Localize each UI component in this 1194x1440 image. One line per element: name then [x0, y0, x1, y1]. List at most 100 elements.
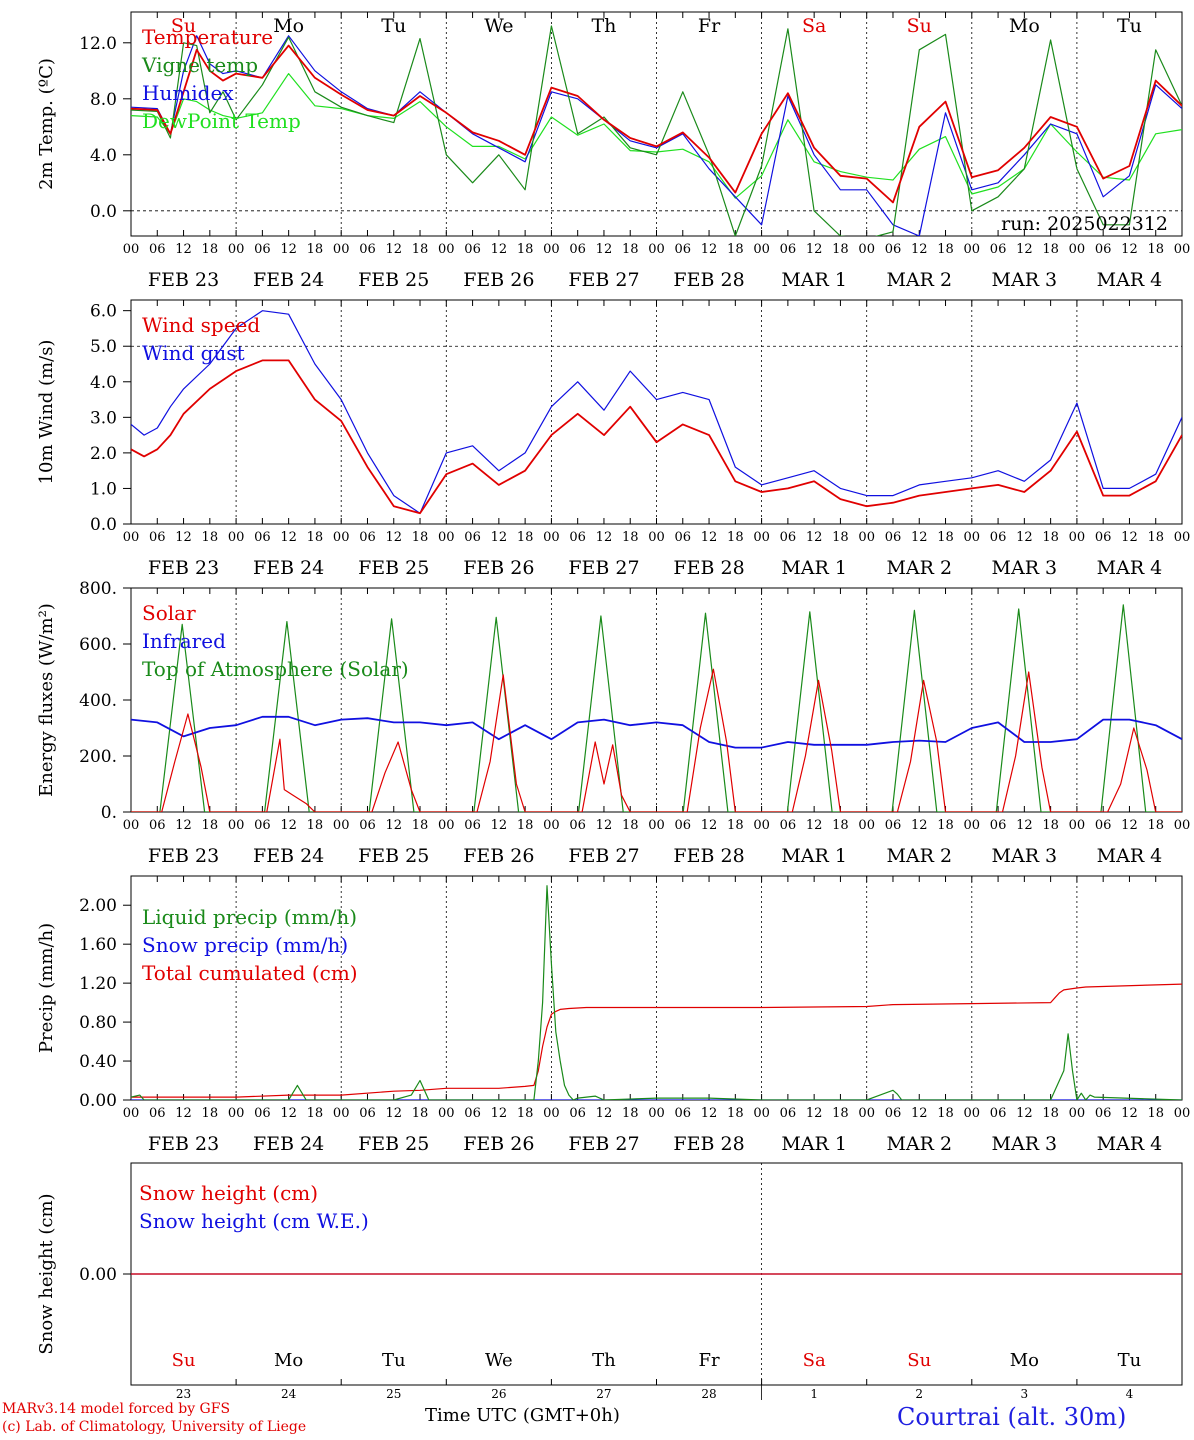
day-label: FEB 25	[358, 845, 429, 867]
hour-tick-label: 06	[149, 1106, 166, 1121]
hour-tick-label: 18	[622, 818, 639, 833]
hour-tick-label: 06	[569, 530, 586, 545]
y-tick-label: 4.0	[90, 373, 117, 393]
day-label: MAR 3	[992, 845, 1058, 867]
legend-entry: Temperature	[142, 25, 273, 49]
hour-tick-label: 18	[1147, 530, 1164, 545]
hour-tick-label: 00	[648, 1106, 665, 1121]
credit-line: (c) Lab. of Climatology, University of L…	[2, 1419, 307, 1435]
y-tick-label: 0.00	[79, 1091, 117, 1111]
day-label: FEB 24	[253, 1133, 324, 1155]
day-label: MAR 3	[992, 269, 1058, 291]
hour-tick-label: 06	[675, 1106, 692, 1121]
hour-tick-label: 06	[569, 1106, 586, 1121]
legend-entry: Wind speed	[142, 313, 260, 337]
legend-entry: Snow height (cm W.E.)	[139, 1209, 369, 1233]
day-label: MAR 2	[886, 845, 952, 867]
hour-tick-label: 00	[648, 242, 665, 257]
y-tick-label: 1.0	[90, 479, 117, 499]
hour-tick-label: 00	[1174, 530, 1191, 545]
day-label: FEB 25	[358, 557, 429, 579]
y-tick-label: 5.0	[90, 337, 117, 357]
hour-tick-label: 00	[438, 530, 455, 545]
y-tick-label: 0.0	[90, 202, 117, 222]
hour-tick-label: 18	[832, 818, 849, 833]
hour-tick-label: 12	[701, 1106, 718, 1121]
hour-tick-label: 12	[491, 818, 508, 833]
hour-tick-label: 12	[1121, 242, 1138, 257]
y-tick-label: 2.0	[90, 444, 117, 464]
y-axis-label-snow: Snow height (cm)	[36, 1193, 57, 1354]
series-line-wind-speed	[131, 359, 1182, 515]
hour-tick-label: 18	[517, 1106, 534, 1121]
y-tick-label: 200.	[79, 747, 117, 767]
series-line-solar	[131, 668, 1182, 812]
hour-tick-label: 18	[937, 1106, 954, 1121]
hour-tick-label: 00	[228, 242, 245, 257]
hour-tick-label: 12	[911, 242, 928, 257]
weekday-label: Sa	[802, 15, 826, 37]
hour-tick-label: 00	[438, 242, 455, 257]
day-label: MAR 1	[781, 269, 847, 291]
hour-tick-label: 12	[1016, 242, 1033, 257]
hour-tick-label: 00	[1069, 1106, 1086, 1121]
day-label: MAR 1	[781, 1133, 847, 1155]
hour-tick-label: 00	[964, 818, 981, 833]
hour-tick-label: 06	[254, 530, 271, 545]
hour-tick-label: 12	[280, 1106, 297, 1121]
hour-tick-label: 12	[1016, 530, 1033, 545]
hour-tick-label: 12	[596, 818, 613, 833]
y-tick-label: 0.	[101, 803, 117, 823]
weekday-label: We	[485, 1350, 513, 1371]
hour-tick-label: 00	[228, 818, 245, 833]
weekday-label: Th	[592, 1350, 616, 1371]
hour-tick-label: 00	[438, 818, 455, 833]
day-label: FEB 28	[673, 269, 744, 291]
hour-tick-label: 06	[780, 530, 797, 545]
hour-tick-label: 12	[596, 1106, 613, 1121]
hour-tick-label: 12	[385, 242, 402, 257]
hour-tick-label: 00	[648, 818, 665, 833]
hour-tick-label: 18	[202, 818, 219, 833]
hour-tick-label: 00	[964, 242, 981, 257]
hour-tick-label: 00	[753, 530, 770, 545]
weekday-label: We	[484, 15, 513, 37]
legend-entry: Wind gust	[142, 341, 245, 365]
weekday-label: Mo	[1010, 1350, 1039, 1371]
hour-tick-label: 06	[149, 530, 166, 545]
legend-entry: Liquid precip (mm/h)	[142, 905, 357, 929]
y-tick-label: 1.20	[79, 974, 117, 994]
weekday-label: Su	[172, 1350, 196, 1371]
hour-tick-label: 12	[1121, 1106, 1138, 1121]
legend-entry: Snow height (cm)	[139, 1181, 318, 1205]
hour-tick-label: 00	[964, 1106, 981, 1121]
day-label: FEB 27	[568, 269, 639, 291]
weekday-label: Tu	[1118, 1350, 1142, 1371]
hour-tick-label: 18	[1147, 242, 1164, 257]
hour-tick-label: 00	[1174, 242, 1191, 257]
hour-tick-label: 00	[753, 242, 770, 257]
day-label: FEB 28	[673, 1133, 744, 1155]
hour-tick-label: 00	[543, 242, 560, 257]
y-axis-label-wind: 10m Wind (m/s)	[36, 340, 57, 485]
hour-tick-label: 00	[858, 818, 875, 833]
y-tick-label: 2.00	[79, 896, 117, 916]
hour-tick-label: 06	[675, 818, 692, 833]
day-label: FEB 28	[673, 845, 744, 867]
hour-tick-label: 00	[123, 530, 140, 545]
day-label: FEB 26	[463, 1133, 534, 1155]
hour-tick-label: 06	[1095, 530, 1112, 545]
legend-entry: DewPoint Temp	[142, 109, 301, 133]
hour-tick-label: 06	[149, 818, 166, 833]
hour-tick-label: 00	[543, 1106, 560, 1121]
hour-tick-label: 12	[491, 1106, 508, 1121]
day-number-label: 28	[701, 1387, 716, 1400]
day-label: FEB 27	[568, 557, 639, 579]
series-line-wind-gust	[131, 310, 1182, 514]
hour-tick-label: 18	[937, 818, 954, 833]
series-line-dewpoint-temp	[131, 72, 1182, 199]
day-label: MAR 4	[1097, 845, 1163, 867]
day-label: MAR 1	[781, 845, 847, 867]
hour-tick-label: 12	[911, 818, 928, 833]
y-tick-label: 6.0	[90, 302, 117, 322]
